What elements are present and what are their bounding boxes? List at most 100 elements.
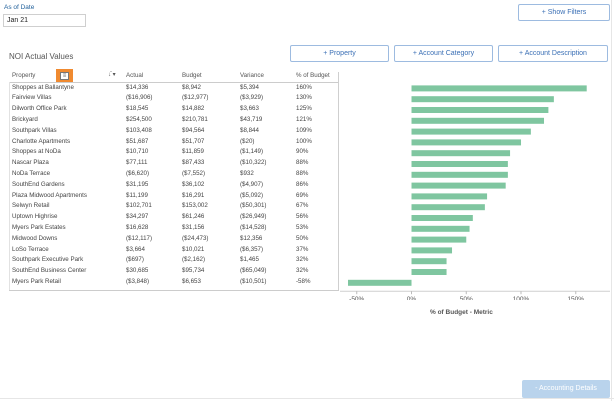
cell-property: Southpark Villas: [12, 126, 57, 134]
cell-pct-budget: 90%: [296, 148, 309, 156]
table-row[interactable]: SouthEnd Gardens $31,195 $36,102 ($4,907) 86…: [0, 180, 340, 191]
bar-16[interactable]: [411, 258, 447, 265]
table-row[interactable]: NoDa Terrace ($6,620) ($7,552) $932 88%: [0, 169, 340, 180]
cell-property: Nascar Plaza: [12, 159, 49, 167]
cell-pct-budget: 67%: [296, 202, 309, 210]
x-tick-label: -50%: [349, 296, 364, 300]
column-header-actual[interactable]: Actual: [126, 72, 144, 79]
table-row[interactable]: Uptown Highrise $34,297 $61,246 ($26,949) 56…: [0, 213, 340, 224]
table-row[interactable]: Nascar Plaza $77,111 $87,433 ($10,322) 88%: [0, 159, 340, 170]
column-header-variance[interactable]: Variance: [240, 72, 264, 79]
table-row[interactable]: Shoppes at Ballantyne $14,336 $8,942 $5,394…: [0, 83, 340, 94]
table-row[interactable]: Fairview Villas ($16,906) ($12,977) ($3,929…: [0, 94, 340, 105]
cell-pct-budget: 121%: [296, 115, 312, 123]
cell-pct-budget: 86%: [296, 180, 309, 188]
bar-9[interactable]: [411, 182, 506, 189]
table-left-rule: [9, 82, 10, 290]
bar-6[interactable]: [411, 150, 511, 157]
bar-18[interactable]: [348, 279, 412, 286]
cell-variance: ($4,907): [240, 180, 264, 188]
cell-pct-budget: 37%: [296, 245, 309, 253]
frame-bottom-edge: [0, 398, 614, 399]
column-header-property[interactable]: Property: [12, 72, 36, 79]
table-row[interactable]: Brickyard $254,500 $210,781 $43,719 121%: [0, 115, 340, 126]
as-of-date-input[interactable]: [3, 14, 86, 27]
cell-property: Brickyard: [12, 115, 38, 123]
accounting-details-button[interactable]: - Accounting Details: [522, 380, 610, 398]
bar-3[interactable]: [411, 117, 545, 124]
table-top-rule: [9, 82, 339, 83]
table-row[interactable]: Dilworth Office Park $18,545 $14,882 $3,663…: [0, 105, 340, 116]
x-tick-label: 50%: [460, 296, 473, 300]
table-row[interactable]: Southpark Executive Park ($697) ($2,162) $1…: [0, 256, 340, 267]
cell-property: LoSo Terrace: [12, 245, 49, 253]
cell-budget: ($7,552): [182, 169, 206, 177]
table-row[interactable]: Midwood Downs ($12,117) ($24,473) $12,356 50…: [0, 234, 340, 245]
sort-icon[interactable]: ≡: [60, 72, 69, 80]
cell-budget: ($24,473): [182, 234, 209, 242]
table-bottom-rule: [9, 290, 339, 291]
cell-variance: $3,663: [240, 105, 259, 113]
cell-variance: ($10,501): [240, 277, 267, 285]
cell-budget: ($12,977): [182, 94, 209, 102]
cell-budget: $61,246: [182, 213, 205, 221]
bar-12[interactable]: [411, 215, 473, 221]
cell-variance: $12,356: [240, 234, 263, 242]
cell-budget: $10,021: [182, 245, 205, 253]
column-header-pct-budget[interactable]: % of Budget: [296, 72, 330, 79]
cell-actual: $16,628: [126, 223, 149, 231]
cell-variance: $8,844: [240, 126, 259, 134]
cell-actual: $51,687: [126, 137, 149, 145]
bar-10[interactable]: [411, 193, 488, 200]
table-row[interactable]: LoSo Terrace $3,664 $10,021 ($6,357) 37%: [0, 245, 340, 256]
bar-0[interactable]: [411, 85, 587, 92]
cell-variance: $932: [240, 169, 254, 177]
cell-pct-budget: 50%: [296, 234, 309, 242]
cell-property: Plaza Midwood Apartments: [12, 191, 87, 199]
table-row[interactable]: Shoppes at NoDa $10,710 $11,859 ($1,149) 90%: [0, 148, 340, 159]
cell-actual: $14,336: [126, 83, 149, 91]
table-row[interactable]: Selwyn Retail $102,701 $153,002 ($50,301) 67…: [0, 202, 340, 213]
bar-17[interactable]: [411, 269, 447, 275]
account-description-button[interactable]: + Account Description: [498, 45, 608, 62]
bar-15[interactable]: [411, 247, 453, 254]
table-row[interactable]: Myers Park Estates $16,628 $31,156 ($14,528…: [0, 223, 340, 234]
as-of-date-label: As of Date: [4, 4, 35, 11]
property-button[interactable]: + Property: [290, 45, 389, 62]
cell-property: Shoppes at NoDa: [12, 148, 61, 156]
sort-descending-icon[interactable]: ↓̄ ▾: [108, 72, 116, 78]
bar-2[interactable]: [411, 107, 549, 113]
cell-budget: $94,564: [182, 126, 205, 134]
cell-budget: $14,882: [182, 105, 205, 113]
x-axis-title: % of Budget - Metric: [430, 309, 493, 316]
table-row[interactable]: Charlotte Apartments $51,687 $51,707 ($20) 1…: [0, 137, 340, 148]
show-filters-button[interactable]: + Show Filters: [518, 4, 610, 21]
cell-budget: $16,291: [182, 191, 205, 199]
cell-variance: ($50,301): [240, 202, 267, 210]
bar-1[interactable]: [411, 96, 554, 103]
table-row[interactable]: Myers Park Retail ($3,848) $6,653 ($10,501)…: [0, 277, 340, 288]
bar-13[interactable]: [411, 225, 470, 232]
cell-property: Dilworth Office Park: [12, 105, 67, 113]
table-row[interactable]: Plaza Midwood Apartments $11,199 $16,291 ($…: [0, 191, 340, 202]
cell-variance: ($10,322): [240, 159, 267, 167]
bar-4[interactable]: [411, 128, 531, 135]
cell-variance: $1,465: [240, 256, 259, 264]
cell-actual: $77,111: [126, 159, 148, 167]
cell-actual: $102,701: [126, 202, 152, 210]
cell-actual: $10,710: [126, 148, 149, 156]
sort-highlight[interactable]: ≡: [56, 69, 73, 83]
account-category-button[interactable]: + Account Category: [394, 45, 493, 62]
column-header-budget[interactable]: Budget: [182, 72, 202, 79]
table-row[interactable]: SouthEnd Business Center $30,685 $95,734 ($…: [0, 267, 340, 278]
bar-14[interactable]: [411, 236, 467, 243]
cell-property: Southpark Executive Park: [12, 256, 84, 264]
table-row[interactable]: Southpark Villas $103,408 $94,564 $8,844 109…: [0, 126, 340, 137]
bar-5[interactable]: [411, 139, 522, 146]
bar-11[interactable]: [411, 204, 485, 211]
bar-7[interactable]: [411, 161, 508, 167]
cell-actual: $31,195: [126, 180, 149, 188]
bar-8[interactable]: [411, 171, 508, 178]
cell-variance: $43,719: [240, 115, 263, 123]
cell-budget: $6,653: [182, 277, 201, 285]
